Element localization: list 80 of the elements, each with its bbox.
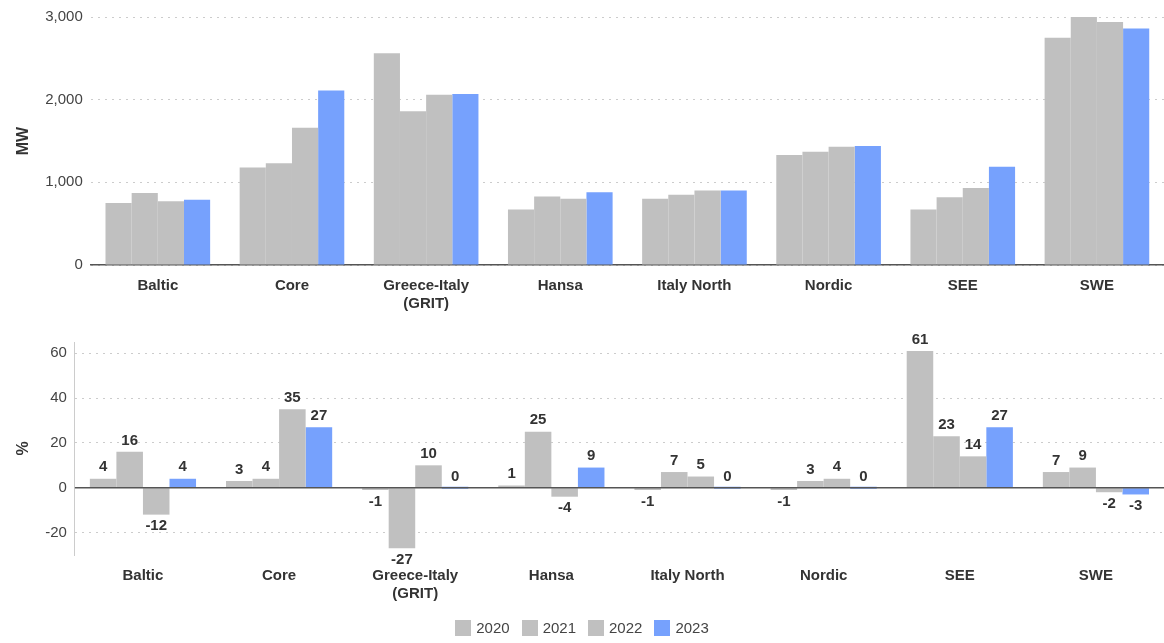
data-label: 0 [859, 467, 868, 485]
data-label: -1 [777, 491, 791, 509]
bar [183, 199, 211, 265]
data-label: 3 [235, 459, 244, 477]
y-tick-label: 60 [50, 343, 67, 361]
y-tick-label: 3,000 [45, 7, 83, 25]
data-label: 4 [178, 457, 188, 475]
x-tick-label: Nordic [799, 566, 848, 584]
bar [1095, 488, 1123, 493]
x-tick-label: SEE [944, 566, 975, 584]
legend-label: 2023 [675, 619, 709, 636]
bar [586, 192, 613, 265]
data-label: 35 [284, 387, 301, 405]
bar [305, 427, 333, 488]
data-label: 25 [529, 410, 547, 428]
bar [452, 93, 479, 265]
x-tick-label: Baltic [137, 276, 179, 294]
y-tick-label: 0 [58, 477, 67, 495]
x-tick-label: SWE [1078, 566, 1114, 584]
data-label: 23 [938, 414, 955, 432]
bar [986, 427, 1013, 488]
data-label: 27 [991, 405, 1008, 423]
x-tick-label: Hansa [537, 276, 584, 294]
data-label: 14 [964, 434, 983, 452]
bar [1122, 488, 1150, 495]
y-axis-title: MW [14, 125, 32, 156]
data-label: 5 [696, 455, 705, 473]
data-label: -2 [1102, 493, 1116, 511]
data-label: 4 [832, 457, 842, 475]
x-tick-label: Greece-Italy (GRIT) [383, 276, 470, 312]
data-label: 16 [121, 430, 139, 448]
bar [988, 166, 1016, 265]
data-label: 7 [1051, 450, 1061, 468]
legend-label: 2020 [476, 619, 510, 636]
data-label: -1 [368, 491, 383, 509]
data-label: 0 [723, 467, 732, 485]
y-tick-label: 0 [74, 255, 83, 273]
y-tick-label: 40 [50, 388, 67, 406]
x-tick-label: Italy North [657, 276, 732, 294]
data-label: 1 [507, 464, 516, 482]
bar [169, 478, 197, 488]
data-label: 10 [420, 443, 437, 461]
bar [577, 467, 605, 488]
data-label: -27 [391, 549, 413, 567]
data-label: -12 [145, 516, 168, 534]
data-label: 61 [911, 329, 929, 347]
x-tick-label: Baltic [122, 566, 164, 584]
data-label: -3 [1129, 496, 1143, 514]
x-tick-label: Hansa [528, 566, 575, 584]
x-tick-label: SEE [947, 276, 978, 294]
data-label: 0 [450, 467, 460, 485]
bar [1123, 28, 1150, 265]
x-tick-label: Greece-Italy (GRIT) [372, 566, 459, 602]
bar [854, 145, 881, 265]
data-label: 4 [261, 457, 271, 475]
data-label: 9 [1078, 446, 1087, 464]
bar [142, 488, 170, 515]
x-tick-label: SWE [1079, 276, 1115, 294]
data-label: -1 [641, 491, 655, 509]
x-tick-label: Core [262, 566, 297, 584]
bar [720, 190, 747, 265]
y-tick-label: 2,000 [45, 89, 83, 107]
legend-label: 2021 [542, 619, 576, 636]
x-tick-label: Italy North [650, 566, 725, 584]
x-tick-label: Nordic [804, 276, 853, 294]
data-label: 9 [587, 446, 596, 464]
data-label: -4 [557, 498, 572, 516]
x-tick-label: Core [274, 276, 310, 294]
y-tick-label: 20 [50, 433, 67, 451]
data-label: 4 [98, 457, 108, 475]
y-tick-label: -20 [45, 522, 67, 540]
data-label: 27 [310, 405, 328, 423]
y-axis-title: % [14, 441, 32, 456]
y-tick-label: 1,000 [45, 172, 83, 190]
bar [415, 465, 442, 488]
legend-label: 2022 [609, 619, 643, 636]
bar [318, 90, 345, 265]
bar [551, 488, 578, 497]
data-label: 7 [670, 450, 679, 468]
data-label: 3 [806, 459, 815, 477]
